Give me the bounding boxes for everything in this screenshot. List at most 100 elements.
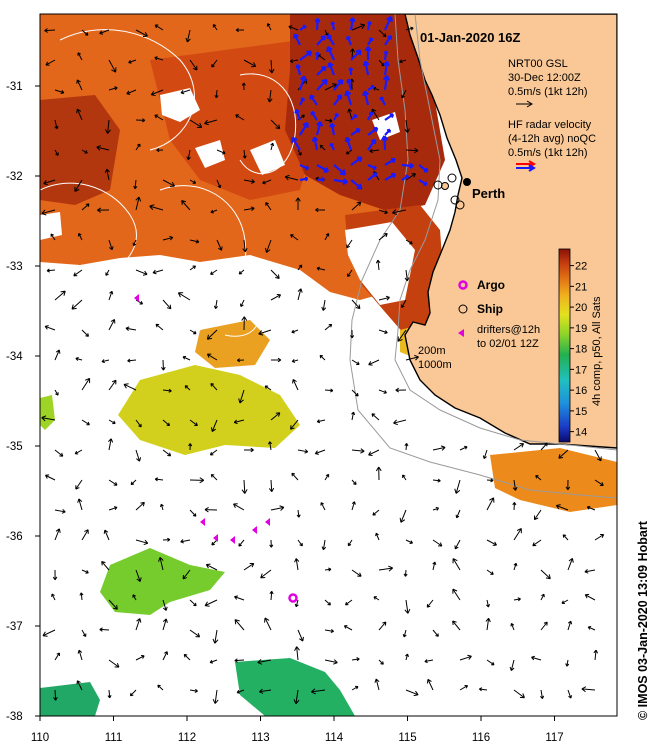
radar-arrow <box>364 46 372 61</box>
radar-arrow <box>299 97 305 106</box>
gsl-arrow <box>132 239 137 247</box>
gsl-arrow <box>108 659 120 668</box>
gsl-arrow <box>204 119 218 126</box>
radar-arrow <box>293 33 301 46</box>
gsl-arrow <box>154 56 164 61</box>
gsl-arrow <box>52 569 58 581</box>
gsl-arrow <box>452 588 461 601</box>
gsl-arrow <box>558 449 569 459</box>
gsl-arrow <box>347 539 353 547</box>
gsl-arrow <box>401 299 407 308</box>
sst-green-south <box>235 658 355 716</box>
gsl-arrow <box>432 506 440 511</box>
gsl-arrow <box>297 264 303 271</box>
radar-arrow <box>294 108 302 121</box>
gsl-arrow <box>204 507 218 513</box>
gsl-arrow <box>214 89 219 99</box>
gsl-arrow <box>54 119 59 130</box>
radar-arrow <box>316 164 330 173</box>
isobath-200m <box>394 14 617 451</box>
gsl-arrow <box>513 443 525 451</box>
gsl-arrow <box>459 684 469 691</box>
gsl-arrow <box>405 354 419 361</box>
radar-arrow <box>333 178 349 186</box>
gsl-arrow <box>74 449 83 455</box>
lat-tick-label: -31 <box>6 81 23 93</box>
radar-arrow <box>383 15 393 31</box>
ship-markers <box>433 173 465 210</box>
gsl-arrow <box>540 689 545 700</box>
radar-arrow <box>314 51 321 61</box>
gsl-legend-line1: NRT00 GSL <box>508 58 568 70</box>
gsl-arrow <box>393 419 407 426</box>
gsl-arrow <box>565 479 571 491</box>
gsl-arrow <box>108 290 114 301</box>
gsl-arrow <box>288 25 299 31</box>
gsl-arrow <box>210 473 218 481</box>
radar-arrow <box>333 94 343 106</box>
ship-legend-label: Ship <box>477 302 503 316</box>
gsl-arrow <box>108 318 116 331</box>
radar-arrow <box>309 94 318 106</box>
colorbar-tick-label: 18 <box>575 344 587 356</box>
gsl-arrow <box>189 419 198 427</box>
gsl-arrow <box>74 179 83 192</box>
colorbar-tick-label: 22 <box>575 261 587 273</box>
gsl-arrow <box>189 477 205 484</box>
colorbar-tick-label: 17 <box>575 364 587 376</box>
gsl-arrow <box>324 473 330 481</box>
gsl-arrow <box>455 509 461 519</box>
gsl-arrow <box>392 209 407 216</box>
gsl-arrow <box>403 569 408 577</box>
gsl-arrow <box>432 539 443 547</box>
gsl-arrow <box>270 505 285 511</box>
gsl-arrow <box>41 415 56 422</box>
radar-arrow <box>333 78 344 91</box>
gsl-arrow <box>97 207 110 213</box>
gsl-arrow <box>234 658 245 663</box>
gsl-arrow <box>531 655 542 661</box>
gsl-arrow <box>54 349 61 361</box>
gsl-arrow <box>294 558 300 571</box>
gsl-arrow <box>81 377 91 391</box>
gsl-arrow <box>291 329 299 334</box>
gsl-arrow <box>182 355 191 361</box>
gsl-arrow <box>123 383 137 391</box>
gsl-arrow <box>297 449 309 454</box>
gsl-arrow <box>324 83 337 91</box>
gsl-arrow <box>584 593 596 601</box>
gsl-arrow <box>324 599 331 606</box>
gsl-arrow <box>405 239 413 245</box>
gsl-arrow <box>185 29 191 43</box>
sst-darkred-west <box>40 95 120 205</box>
gsl-arrow <box>296 509 301 518</box>
gsl-arrow <box>76 108 83 121</box>
gsl-arrow <box>209 659 218 664</box>
gsl-arrow <box>378 621 387 631</box>
gsl-arrow <box>351 411 356 421</box>
gsl-arrow <box>565 659 570 667</box>
radar-arrow <box>299 163 310 171</box>
gsl-arrow <box>162 388 172 393</box>
gsl-arrow <box>242 149 247 159</box>
gsl-arrow <box>269 590 274 601</box>
gsl-arrow <box>206 353 218 361</box>
gsl-arrow <box>345 149 353 155</box>
gsl-arrow <box>587 626 596 631</box>
gsl-arrow <box>378 232 388 241</box>
gsl-arrow <box>513 597 521 602</box>
gsl-arrow <box>266 23 272 31</box>
lat-tick-label: -37 <box>6 621 23 633</box>
gsl-arrow <box>75 479 83 490</box>
gsl-arrow <box>243 179 255 184</box>
radar-arrow <box>314 18 321 31</box>
gsl-arrow <box>291 359 299 363</box>
isobath-legend-1000m: 1000m <box>418 359 452 371</box>
gsl-arrow <box>54 389 59 396</box>
gsl-arrow <box>404 269 410 282</box>
drifter-marker <box>252 526 257 534</box>
gsl-contours <box>40 29 297 337</box>
gsl-arrow <box>399 59 407 64</box>
gsl-arrow <box>567 620 573 631</box>
gsl-arrow <box>405 653 409 661</box>
